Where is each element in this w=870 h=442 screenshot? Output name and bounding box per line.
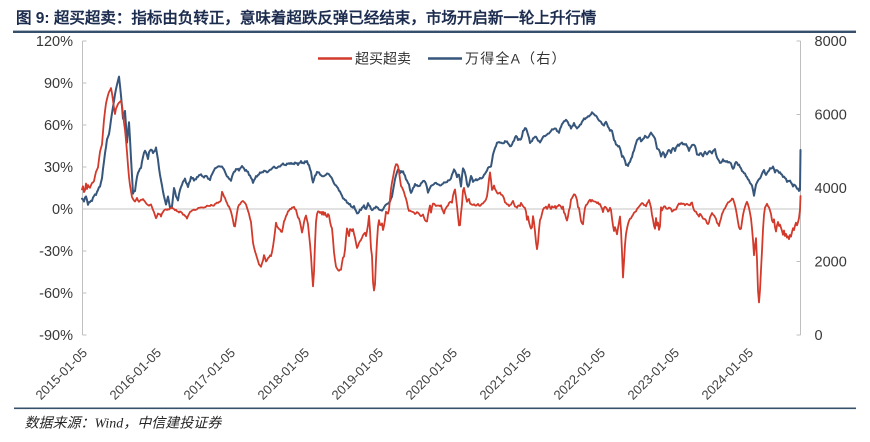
svg-text:30%: 30%: [44, 160, 73, 176]
svg-text:8000: 8000: [815, 34, 847, 50]
svg-text:6000: 6000: [815, 108, 847, 124]
svg-text:0: 0: [815, 328, 823, 344]
svg-text:-90%: -90%: [39, 328, 73, 344]
svg-text:超买超卖: 超买超卖: [355, 51, 411, 67]
svg-text:-60%: -60%: [39, 286, 73, 302]
svg-text:4000: 4000: [815, 181, 847, 197]
svg-text:60%: 60%: [44, 118, 73, 134]
svg-text:-30%: -30%: [39, 244, 73, 260]
svg-text:120%: 120%: [36, 34, 73, 50]
svg-text:图 9: 超买超卖：指标由负转正，意味着超跌反弹已经结束，市: 图 9: 超买超卖：指标由负转正，意味着超跌反弹已经结束，市场开启新一轮上升行情: [16, 8, 597, 27]
svg-text:2000: 2000: [815, 255, 847, 271]
svg-text:万得全A（右）: 万得全A（右）: [465, 51, 567, 67]
svg-text:0%: 0%: [52, 202, 73, 218]
svg-text:90%: 90%: [44, 76, 73, 92]
svg-text:数据来源：Wind，中信建投证券: 数据来源：Wind，中信建投证券: [25, 416, 223, 432]
